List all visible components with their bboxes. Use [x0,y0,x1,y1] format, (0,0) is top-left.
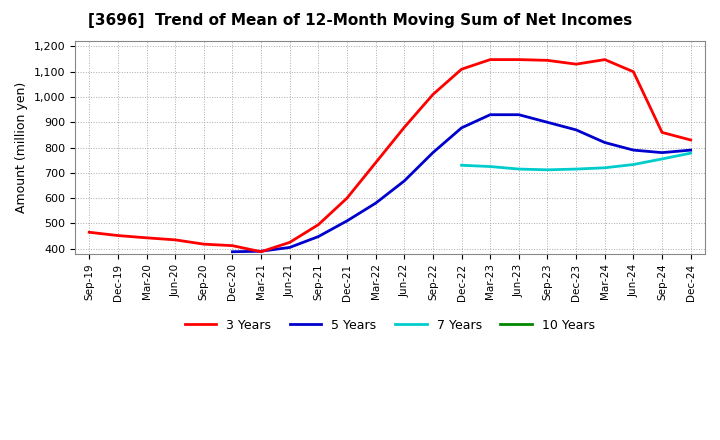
Legend: 3 Years, 5 Years, 7 Years, 10 Years: 3 Years, 5 Years, 7 Years, 10 Years [180,314,600,337]
Y-axis label: Amount (million yen): Amount (million yen) [15,82,28,213]
Text: [3696]  Trend of Mean of 12-Month Moving Sum of Net Incomes: [3696] Trend of Mean of 12-Month Moving … [88,13,632,28]
